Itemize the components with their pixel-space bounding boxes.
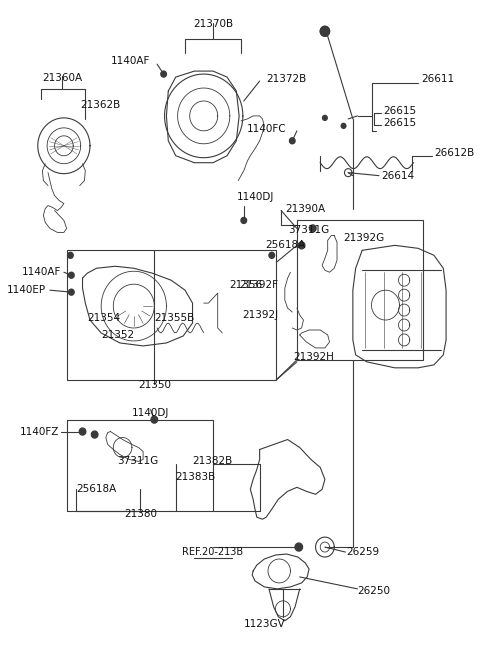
Text: 1140DJ: 1140DJ — [132, 407, 169, 418]
Text: 37311G: 37311G — [288, 226, 330, 236]
Text: 1140AF: 1140AF — [22, 267, 61, 277]
Polygon shape — [315, 537, 334, 557]
Polygon shape — [320, 26, 330, 36]
Text: 21392G: 21392G — [344, 234, 385, 243]
Text: 26612B: 26612B — [434, 148, 474, 157]
Polygon shape — [295, 543, 302, 551]
Polygon shape — [241, 218, 247, 224]
Text: 1140FZ: 1140FZ — [20, 426, 59, 436]
Text: 21380: 21380 — [124, 509, 157, 520]
Text: 21382B: 21382B — [192, 457, 233, 466]
Text: 21390A: 21390A — [286, 203, 326, 213]
Polygon shape — [69, 272, 74, 278]
Text: 26250: 26250 — [358, 586, 391, 596]
Text: 37311G: 37311G — [117, 457, 158, 466]
Text: 21370B: 21370B — [193, 19, 233, 30]
Text: 21392F: 21392F — [240, 280, 278, 290]
Text: 21362B: 21362B — [81, 100, 121, 110]
Polygon shape — [161, 71, 167, 77]
Polygon shape — [299, 242, 305, 249]
Text: 21355B: 21355B — [154, 313, 194, 323]
Polygon shape — [310, 225, 316, 232]
Text: 26614: 26614 — [381, 171, 414, 180]
Polygon shape — [269, 253, 275, 258]
Polygon shape — [69, 289, 74, 295]
Text: REF.20-213B: REF.20-213B — [182, 547, 243, 557]
Text: 1140EP: 1140EP — [7, 285, 46, 295]
Text: 21372B: 21372B — [266, 74, 306, 84]
Polygon shape — [91, 431, 98, 438]
Bar — [67, 251, 276, 380]
Text: 21392J: 21392J — [242, 310, 278, 320]
Text: 21350: 21350 — [138, 380, 171, 390]
Text: 21354: 21354 — [87, 313, 120, 323]
Polygon shape — [323, 115, 327, 121]
Text: 21356: 21356 — [229, 280, 262, 290]
Text: 1123GV: 1123GV — [243, 619, 285, 628]
Text: 26611: 26611 — [421, 74, 454, 84]
Polygon shape — [289, 138, 295, 144]
Text: 21360A: 21360A — [42, 73, 82, 83]
Text: 25618A: 25618A — [76, 484, 116, 495]
Bar — [297, 220, 423, 360]
Polygon shape — [151, 416, 157, 423]
Polygon shape — [323, 545, 327, 549]
Text: 25618A: 25618A — [265, 240, 306, 251]
Text: 26259: 26259 — [347, 547, 380, 557]
Text: 26615: 26615 — [384, 106, 417, 116]
Polygon shape — [345, 169, 352, 176]
Text: 1140DJ: 1140DJ — [236, 192, 274, 201]
Text: 1140FC: 1140FC — [247, 124, 287, 134]
Polygon shape — [79, 428, 86, 435]
Text: 21383B: 21383B — [176, 472, 216, 482]
Text: 1140AF: 1140AF — [111, 56, 151, 66]
Polygon shape — [68, 253, 73, 258]
Polygon shape — [341, 123, 346, 129]
Text: 21352: 21352 — [101, 330, 134, 340]
Text: 21392H: 21392H — [293, 352, 334, 362]
Text: 26615: 26615 — [384, 118, 417, 128]
